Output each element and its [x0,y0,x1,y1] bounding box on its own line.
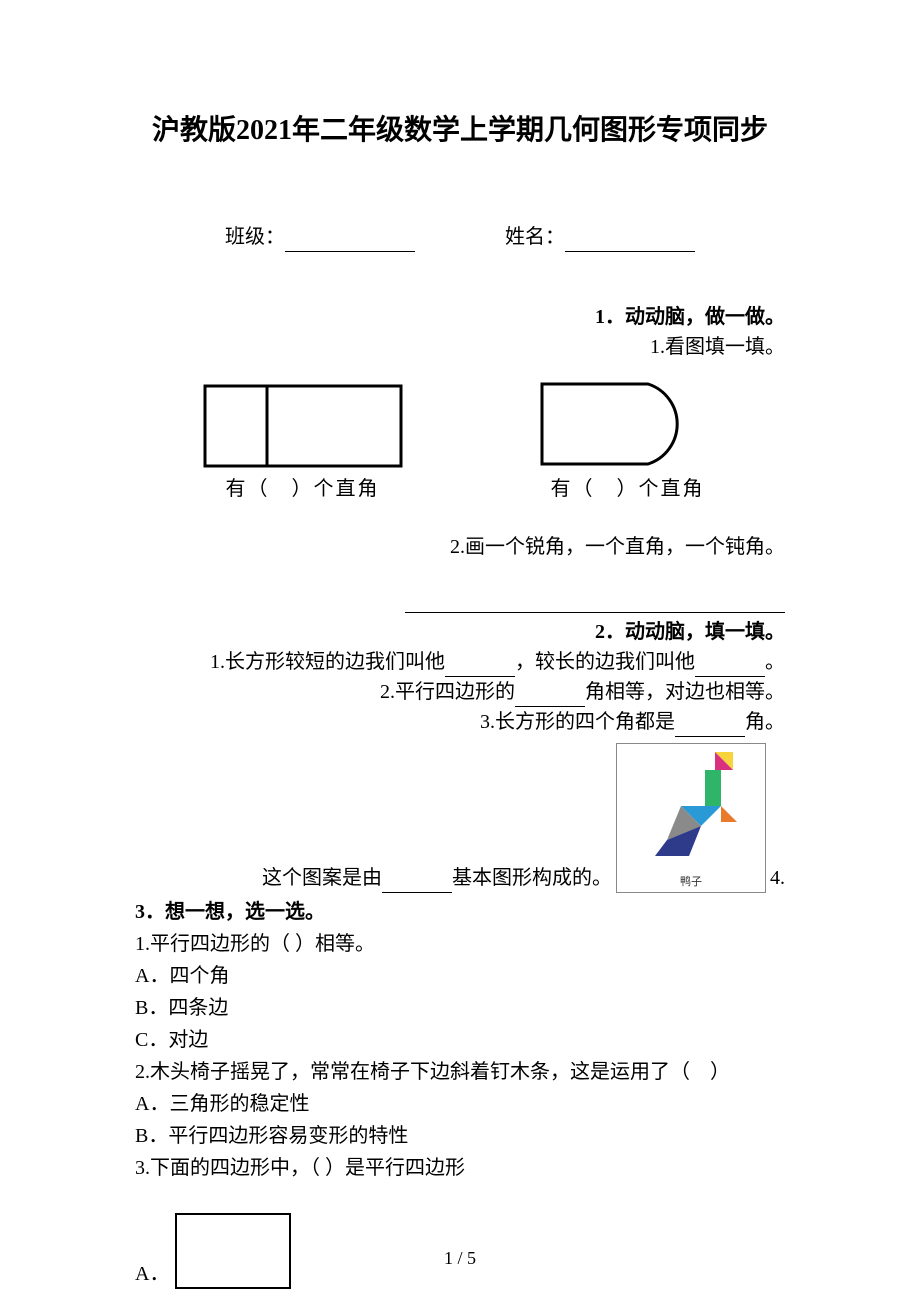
section3-heading: 3．想一想，选一选。 [135,897,785,927]
s2-q3-blank[interactable] [675,715,745,737]
s2-q4-blank[interactable] [382,871,452,893]
form-row: 班级： 姓名： [135,222,785,252]
s3-q2b: B．平行四边形容易变形的特性 [135,1121,785,1151]
s2-q4-row: 这个图案是由基本图形构成的。 鸭子 4. [135,743,785,893]
figure-1-caption: 有（ ）个直角 [226,474,380,504]
s2-q1: 1.长方形较短的边我们叫他，较长的边我们叫他。 [135,647,785,677]
tangram-figure: 鸭子 [616,743,766,893]
figure-row: 有（ ）个直角 有（ ）个直角 [135,380,785,504]
section3: 3．想一想，选一选。 1.平行四边形的（ ）相等。 A．四个角 B．四条边 C．… [135,897,785,1289]
tangram-caption: 鸭子 [617,874,765,891]
name-blank[interactable] [565,230,695,252]
section2-heading: 2．动动脑，填一填。 [135,617,785,647]
class-label: 班级： [225,226,285,248]
page-number: 1 / 5 [0,1245,920,1272]
name-label: 姓名： [505,226,565,248]
figure-2: 有（ ）个直角 [538,380,718,504]
d-shape [538,380,718,468]
s2-q2: 2.平行四边形的角相等，对边也相等。 [135,677,785,707]
section1-heading: 1．动动脑，做一做。 [135,302,785,332]
figure-2-caption: 有（ ）个直角 [551,474,705,504]
drawing-line [405,612,785,613]
s3-q2a: A．三角形的稳定性 [135,1089,785,1119]
class-blank[interactable] [285,230,415,252]
s1-q2: 2.画一个锐角，一个直角，一个钝角。 [135,532,785,562]
s3-q1c: C．对边 [135,1025,785,1055]
s2-q1-blank1[interactable] [445,655,515,677]
s3-q2: 2.木头椅子摇晃了，常常在椅子下边斜着钉木条，这是运用了（ ） [135,1057,785,1087]
s3-q3: 3.下面的四边形中，（ ）是平行四边形 [135,1153,785,1183]
s2-q4-trail: 4. [770,863,785,893]
s3-q1b: B．四条边 [135,993,785,1023]
s1-q1-label: 1.看图填一填。 [135,332,785,362]
s2-q1-blank2[interactable] [695,655,765,677]
rect-split-shape [203,384,403,468]
figure-1: 有（ ）个直角 [203,384,403,504]
s2-q2-blank[interactable] [515,685,585,707]
s2-q3: 3.长方形的四个角都是角。 [135,707,785,737]
s3-q1a: A．四个角 [135,961,785,991]
page-title: 沪教版2021年二年级数学上学期几何图形专项同步 [135,110,785,152]
s3-q1: 1.平行四边形的（ ）相等。 [135,929,785,959]
tangram-svg [617,744,767,882]
